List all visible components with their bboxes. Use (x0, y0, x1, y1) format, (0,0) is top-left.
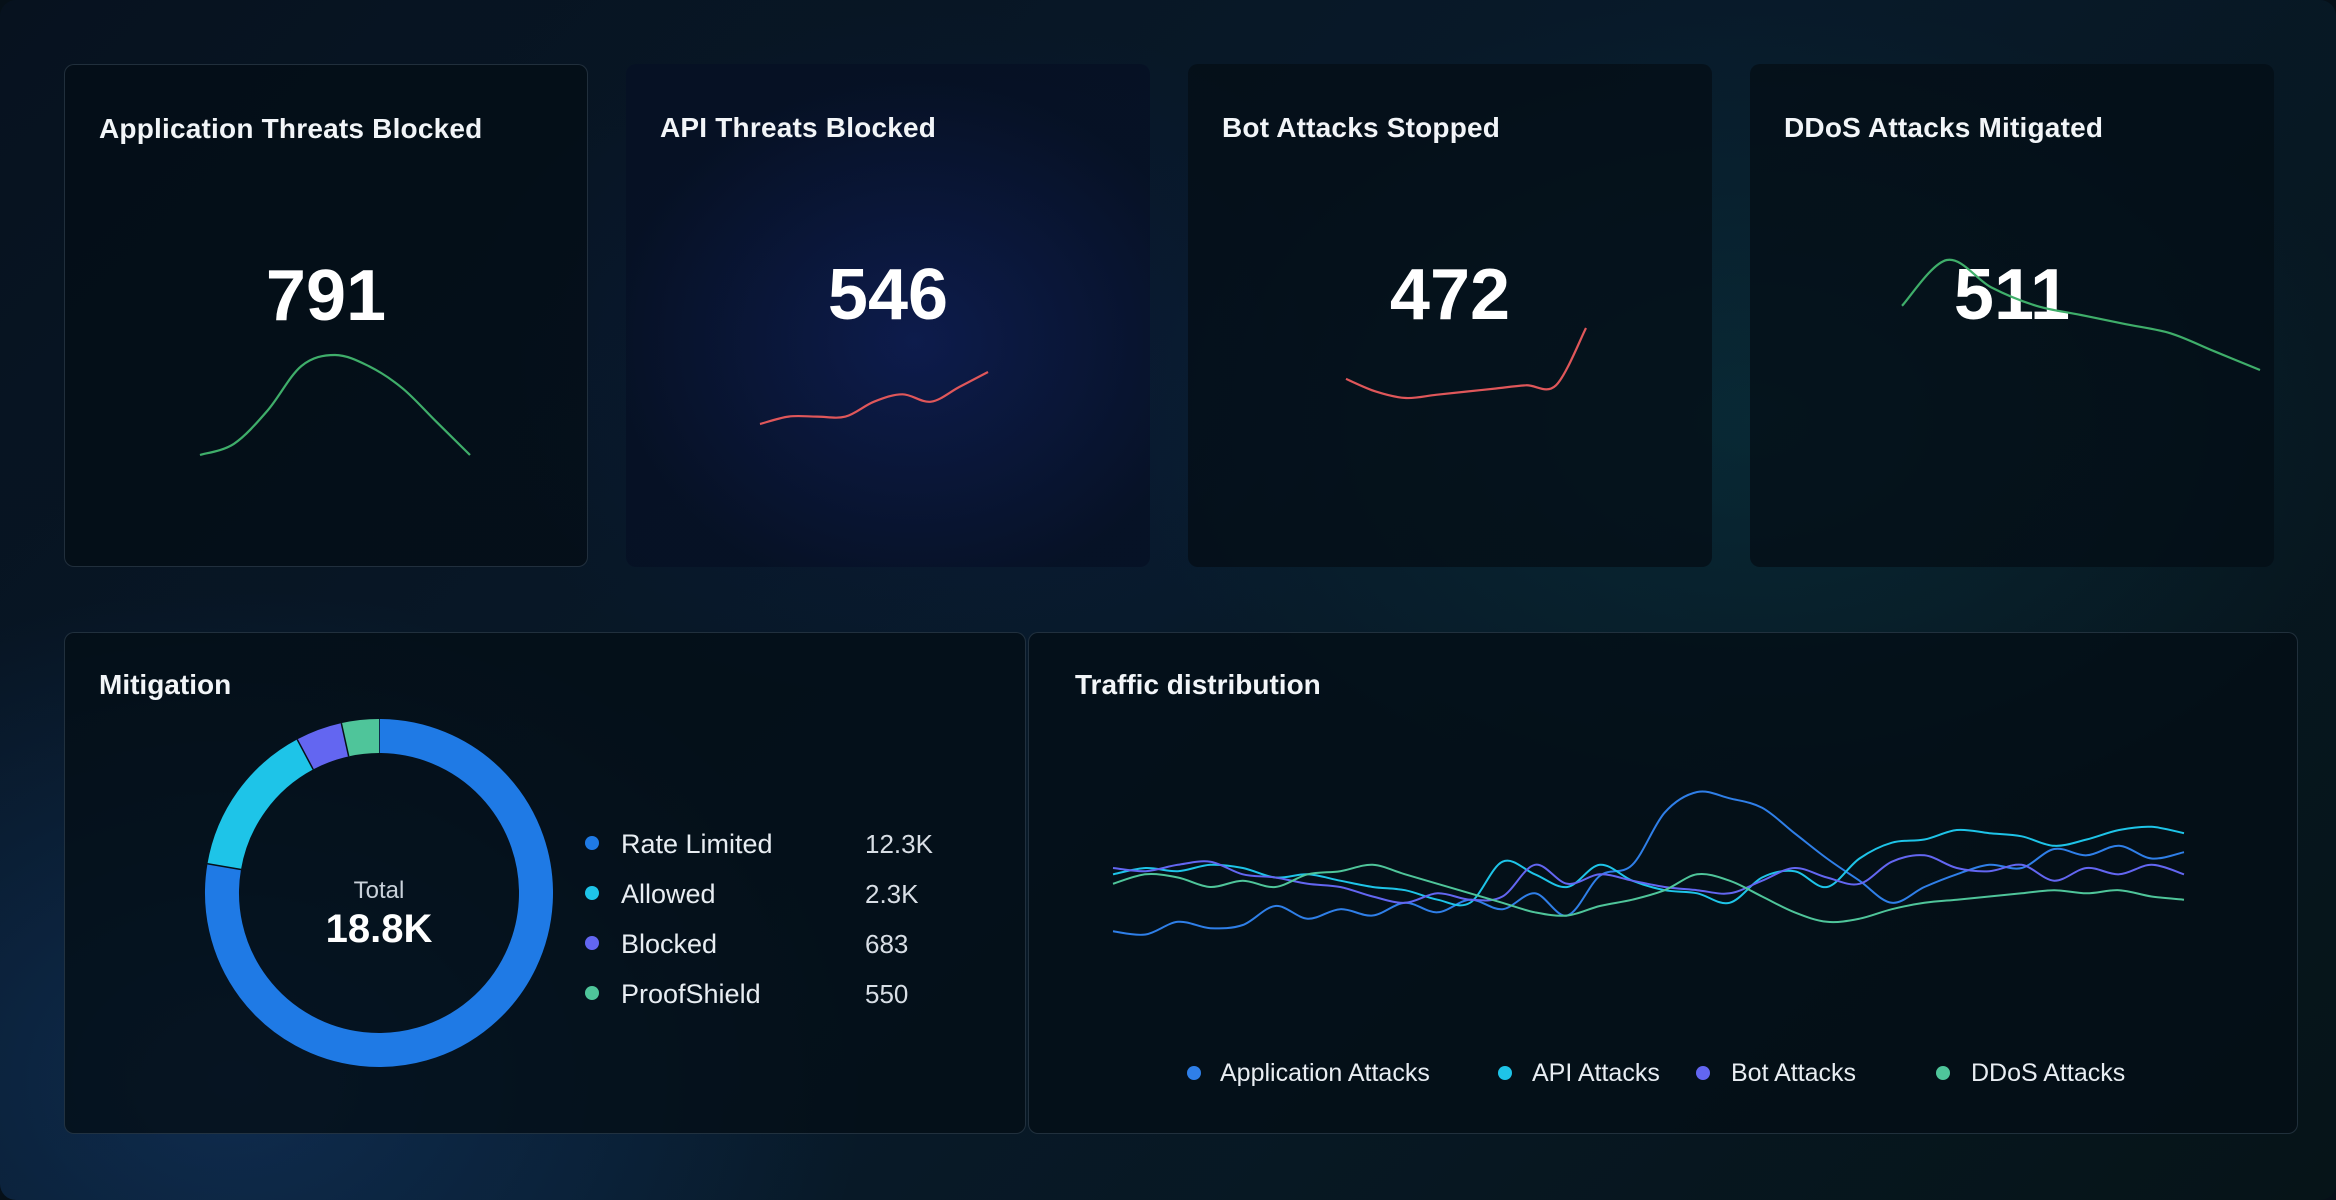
kpi-card-application-threats[interactable]: Application Threats Blocked 791 (64, 64, 588, 567)
legend-value: 683 (865, 929, 909, 959)
kpi-card-bot-attacks[interactable]: Bot Attacks Stopped 472 (1188, 64, 1712, 567)
panel-title: Traffic distribution (1075, 669, 1321, 700)
traffic-distribution-panel: Traffic distribution Application Attacks… (1028, 632, 2298, 1134)
series-line-application-attacks[interactable] (1112, 790, 2185, 936)
legend-dot (585, 886, 599, 900)
legend-dot (1498, 1066, 1512, 1080)
series-line-ddos-attacks[interactable] (1112, 863, 2185, 924)
donut-total-label: Total (353, 877, 405, 904)
kpi-card-ddos-attacks[interactable]: DDoS Attacks Mitigated 511 (1750, 64, 2274, 567)
series-line-api-attacks[interactable] (1112, 825, 2185, 907)
donut-slice-rate-limited[interactable] (205, 719, 553, 1067)
legend-dot (1936, 1066, 1950, 1080)
legend-label: Bot Attacks (1731, 1059, 1857, 1087)
legend-label: Blocked (621, 929, 718, 959)
legend-dot (1696, 1066, 1710, 1080)
legend-label: ProofShield (621, 979, 761, 1009)
legend-label: Allowed (621, 879, 716, 909)
donut-separator (207, 863, 242, 871)
donut-slice-blocked[interactable] (297, 723, 350, 770)
donut-separator (296, 739, 314, 770)
legend-dot (1187, 1066, 1201, 1080)
legend-label: Application Attacks (1220, 1059, 1430, 1087)
kpi-sparkline (759, 371, 989, 426)
kpi-value: 791 (265, 256, 387, 336)
sparkline-path (1901, 258, 2261, 372)
kpi-title: Application Threats Blocked (99, 113, 483, 144)
traffic-line-chart (1112, 790, 2185, 936)
legend-label: DDoS Attacks (1971, 1059, 2126, 1087)
donut-slice-proofshield[interactable] (341, 719, 380, 757)
kpi-value: 472 (1389, 255, 1511, 335)
sparkline-path (199, 353, 471, 457)
donut-total-value: 18.8K (325, 907, 433, 951)
sparkline-path (759, 371, 989, 426)
kpi-card-api-threats[interactable]: API Threats Blocked 546 (626, 64, 1150, 567)
kpi-title: API Threats Blocked (660, 112, 937, 143)
legend-value: 2.3K (865, 879, 919, 909)
legend-label: Rate Limited (621, 829, 773, 859)
kpi-sparkline (1901, 258, 2261, 372)
legend-value: 550 (865, 979, 909, 1009)
mitigation-panel: Mitigation Total 18.8K Rate Limited 12.3… (64, 632, 1026, 1134)
donut-slice-allowed[interactable] (207, 739, 314, 870)
legend-label: API Attacks (1532, 1059, 1660, 1087)
legend-dot (585, 836, 599, 850)
kpi-value: 546 (827, 255, 949, 335)
kpi-sparkline (199, 353, 471, 457)
legend-dot (585, 986, 599, 1000)
legend-value: 12.3K (865, 829, 933, 859)
legend-dot (585, 936, 599, 950)
mitigation-donut-chart (205, 719, 553, 1067)
sparkline-path (1345, 327, 1587, 400)
kpi-title: DDoS Attacks Mitigated (1784, 112, 2104, 143)
kpi-title: Bot Attacks Stopped (1222, 112, 1501, 143)
donut-center: Total 18.8K (279, 877, 479, 952)
panel-title: Mitigation (99, 669, 232, 700)
donut-separator (340, 722, 350, 757)
kpi-sparkline (1345, 327, 1587, 400)
kpi-value: 511 (1953, 255, 2071, 335)
